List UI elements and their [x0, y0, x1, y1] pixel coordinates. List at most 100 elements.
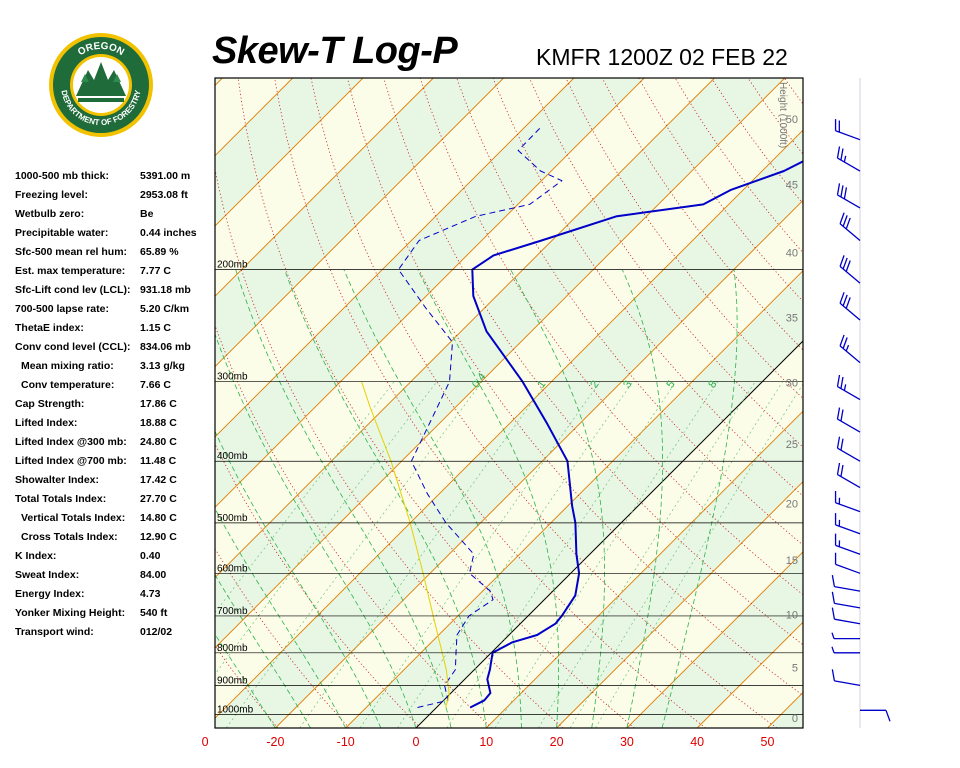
index-label: Lifted Index @700 mb:: [15, 455, 127, 467]
index-label: Wetbulb zero:: [15, 208, 85, 220]
wind-barb-flag: [845, 217, 851, 230]
x-tick-label: 50: [761, 735, 775, 749]
moist-adiabat: [215, 333, 417, 728]
wind-barb-flag: [839, 255, 845, 267]
dry-adiabat: [215, 167, 564, 728]
index-label: Sweat Index:: [15, 569, 80, 581]
moist-adiabat: [621, 269, 663, 728]
index-row: Yonker Mixing Height: 540 ft: [15, 605, 215, 624]
dry-adiabat: [310, 78, 778, 728]
pressure-label: 300mb: [217, 372, 248, 383]
isotherm: [215, 78, 645, 508]
x-tick-label: 40: [690, 735, 704, 749]
isotherm: [345, 270, 803, 728]
index-value: 11.48 C: [140, 455, 177, 467]
index-label: Lifted Index:: [15, 417, 78, 429]
index-value: 12.90 C: [140, 531, 177, 543]
index-row: Freezing level: 2953.08 ft: [15, 187, 215, 206]
pressure-label: 1000mb: [217, 705, 254, 716]
index-value: 14.80 C: [140, 512, 177, 524]
moist-adiabat: [343, 269, 522, 728]
index-row: K Index: 0.40: [15, 548, 215, 567]
mixing-ratio-line: [538, 381, 756, 728]
moist-adiabat: [661, 269, 738, 728]
height-tick-label: 35: [786, 313, 798, 325]
wind-barb-staff: [839, 223, 861, 241]
wind-barb-flag: [842, 257, 848, 270]
wind-barb-half-flag: [843, 384, 847, 391]
wind-barb-flag: [839, 334, 845, 347]
height-tick-label: 30: [786, 378, 798, 390]
wind-barb-flag: [845, 260, 851, 272]
wind-barb: [834, 491, 861, 513]
mixing-ratio-label: 1: [535, 379, 548, 391]
wind-barb: [839, 212, 861, 241]
index-label: ThetaE index:: [15, 322, 84, 334]
index-value: 17.86 C: [140, 398, 177, 410]
svg-text:OREGON: OREGON: [76, 41, 126, 58]
wind-barb: [831, 669, 861, 687]
index-row: Lifted Index @700 mb: 11.48 C: [15, 453, 215, 472]
wind-barb-staff: [837, 385, 861, 401]
wind-barb-staff: [834, 680, 861, 687]
dry-adiabat: [565, 78, 803, 400]
index-row: Sfc-500 mean rel hum: 65.89 %: [15, 244, 215, 263]
index-value: 1.15 C: [140, 322, 171, 334]
dry-adiabat: [215, 645, 279, 728]
wind-barb-flag: [840, 438, 844, 451]
index-label: Lifted Index @300 mb:: [15, 436, 127, 448]
index-row: Sfc-Lift cond lev (LCL): 931.18 mb: [15, 282, 215, 301]
index-row: Showalter Index: 17.42 C: [15, 472, 215, 491]
height-tick-label: 5: [792, 662, 798, 674]
wind-barb: [839, 255, 861, 284]
mixing-ratio-line: [569, 381, 783, 728]
wind-barb-flag: [836, 183, 841, 196]
index-value: 012/02: [140, 626, 173, 638]
wind-barb-staff: [834, 602, 861, 609]
wind-barb-staff: [835, 544, 861, 555]
wind-barb-flag: [831, 574, 836, 587]
logo-seal-icon: OREGON DEPARTMENT OF FORESTRY: [49, 33, 153, 137]
dry-adiabat: [215, 548, 350, 728]
mixing-ratio-line: [225, 381, 483, 728]
wind-barb: [834, 513, 861, 535]
index-label: Transport wind:: [15, 626, 94, 638]
wind-barb-flag: [839, 292, 845, 304]
index-row: ThetaE index: 1.15 C: [15, 320, 215, 339]
isotherm: [215, 78, 715, 579]
dry-adiabat: [857, 78, 960, 728]
mixing-ratio-label: 2: [588, 379, 601, 391]
moist-adiabat: [235, 269, 452, 728]
index-row: Energy Index: 4.73: [15, 586, 215, 605]
isotherm: [0, 78, 152, 728]
index-row: Total Totals Index: 27.70 C: [15, 491, 215, 510]
height-tick-label: 45: [786, 179, 798, 191]
moist-adiabat: [215, 574, 311, 728]
index-row: Lifted Index: 18.88 C: [15, 415, 215, 434]
wind-barb-flag: [840, 148, 844, 161]
index-value: 7.77 C: [140, 265, 171, 277]
pressure-label: 200mb: [217, 260, 248, 271]
mixing-ratio-line: [215, 381, 395, 614]
wind-barb: [831, 607, 861, 625]
wind-barb-flag: [831, 591, 836, 604]
wind-barb-flag: [842, 337, 848, 349]
index-value: 3.13 g/kg: [140, 360, 185, 372]
mixing-ratio-label: 5: [664, 379, 677, 391]
wind-barb-flag: [836, 436, 841, 449]
dry-adiabat: [783, 78, 803, 105]
wind-barb-staff: [837, 194, 861, 209]
plot-frame: [214, 77, 804, 729]
index-value: 834.06 mb: [140, 341, 191, 353]
wind-barb-staff: [834, 618, 861, 625]
wind-barb-flag: [836, 462, 841, 475]
wind-barb: [831, 591, 861, 609]
index-label: Cap Strength:: [15, 398, 85, 410]
wind-barb-staff: [839, 302, 861, 321]
height-axis-label: Height (1000ft): [777, 82, 788, 148]
index-row: Transport wind: 012/02: [15, 624, 215, 643]
mixing-ratio-line: [494, 381, 718, 728]
wind-barb: [831, 574, 861, 592]
mixing-ratio-line: [397, 381, 634, 728]
wind-barb-staff: [837, 474, 861, 489]
